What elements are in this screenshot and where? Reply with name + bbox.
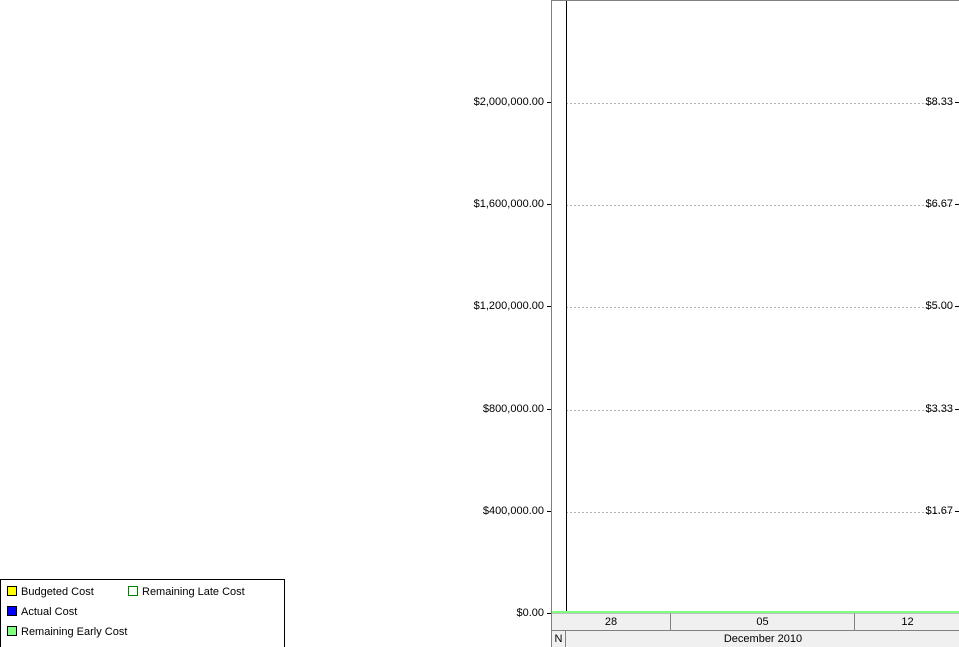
left-tick-label-2: $800,000.00	[482, 402, 544, 415]
left-tick-label-5: $2,000,000.00	[473, 96, 544, 108]
chart-plot-area	[551, 0, 959, 614]
remaining-late-cost-swatch	[128, 586, 138, 596]
right-tick-label-2: $5.00	[925, 300, 953, 313]
right-tick-mark-1	[955, 409, 959, 410]
week-label-2: 12	[855, 613, 959, 630]
week-label-0: 28	[552, 613, 671, 630]
left-tick-label-3: $1,200,000.00	[473, 300, 544, 313]
month-label-november: N	[552, 630, 566, 647]
timescale-header: 28 05 12 N December 2010	[551, 613, 959, 647]
right-tick-mark-0	[955, 511, 959, 512]
left-tick-label-1: $400,000.00	[482, 504, 544, 517]
left-tick-mark-3	[547, 306, 551, 307]
left-tick-label-0: $0.00	[516, 607, 544, 619]
month-label-december: December 2010	[566, 630, 959, 647]
right-tick-mark-2	[955, 306, 959, 307]
actual-cost-swatch	[7, 606, 17, 616]
legend-label: Actual Cost	[21, 606, 78, 618]
right-tick-label-4: $8.33	[925, 96, 953, 108]
left-tick-mark-2	[547, 409, 551, 410]
legend-label: Remaining Late Cost	[142, 586, 245, 598]
left-tick-mark-5	[547, 102, 551, 103]
legend-label: Remaining Early Cost	[21, 626, 128, 638]
legend-item-remaining-late-cost: Remaining Late Cost	[128, 584, 245, 600]
chart-svg	[552, 1, 959, 614]
legend-label: Budgeted Cost	[21, 586, 94, 598]
left-tick-label-4: $1,600,000.00	[473, 198, 544, 211]
legend-item-remaining-early-cost: Remaining Early Cost	[7, 624, 127, 640]
remaining-early-cost-swatch	[7, 626, 17, 636]
week-label-1: 05	[671, 613, 855, 630]
right-tick-label-1: $3.33	[925, 402, 953, 415]
right-tick-label-3: $6.67	[925, 197, 953, 210]
legend-item-budgeted-cost: Budgeted Cost	[7, 584, 94, 600]
right-tick-label-0: $1.67	[925, 504, 953, 517]
left-tick-mark-0	[547, 613, 551, 614]
right-tick-mark-4	[955, 102, 959, 103]
right-tick-mark-3	[955, 204, 959, 205]
budgeted-cost-swatch	[7, 586, 17, 596]
left-tick-mark-4	[547, 204, 551, 205]
chart-legend: Budgeted Cost Remaining Late Cost Actual…	[0, 579, 285, 647]
left-tick-mark-1	[547, 511, 551, 512]
legend-item-actual-cost: Actual Cost	[7, 604, 77, 620]
